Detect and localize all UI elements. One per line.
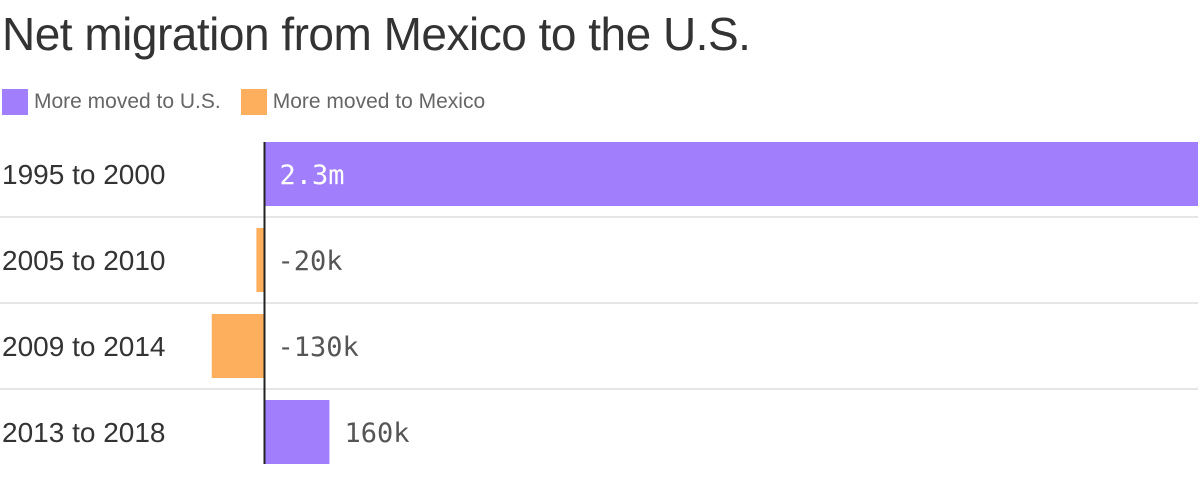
bar <box>264 400 330 464</box>
category-label: 2013 to 2018 <box>2 417 166 448</box>
bar <box>256 228 265 292</box>
bar <box>211 314 265 378</box>
data-label: 160k <box>344 418 409 449</box>
chart-title: Net migration from Mexico to the U.S. <box>2 8 751 60</box>
category-label: 2005 to 2010 <box>2 245 166 276</box>
legend: More moved to U.S. More moved to Mexico <box>2 88 505 116</box>
legend-swatch-mexico <box>240 89 267 115</box>
category-label: 2009 to 2014 <box>2 331 166 362</box>
legend-label-mexico: More moved to Mexico <box>272 90 486 113</box>
legend-item-mexico: More moved to Mexico <box>240 89 486 115</box>
data-label: 2.3m <box>280 160 345 191</box>
data-label: -20k <box>278 246 343 277</box>
legend-swatch-us <box>2 89 28 115</box>
bar <box>264 142 1198 206</box>
category-label: 1995 to 2000 <box>2 159 166 190</box>
data-label: -130k <box>278 332 359 363</box>
legend-item-us: More moved to U.S. <box>2 89 221 115</box>
legend-label-us: More moved to U.S. <box>34 90 221 113</box>
